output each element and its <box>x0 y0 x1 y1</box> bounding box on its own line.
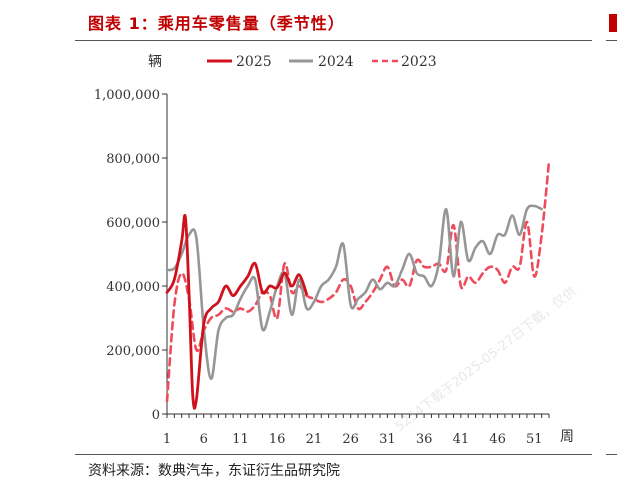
x-tick-label: 41 <box>453 432 470 447</box>
x-tick-label: 31 <box>379 432 396 447</box>
series-line-2025 <box>165 213 308 410</box>
adjacent-title-rule <box>606 40 617 41</box>
y-tick-label: 1,000,000 <box>94 88 160 103</box>
y-tick-label: 400,000 <box>106 280 160 295</box>
y-tick-label: 600,000 <box>106 216 160 231</box>
title-rule <box>75 40 592 41</box>
adjacent-figure-marker <box>609 14 617 32</box>
source-note: 资料来源：数典汽车，东证衍生品研究院 <box>88 463 340 479</box>
x-tick-label: 21 <box>306 432 323 447</box>
x-tick-label: 1 <box>163 432 171 447</box>
y-tick-label: 800,000 <box>106 152 160 167</box>
x-tick-label: 11 <box>232 432 249 447</box>
y-tick-label: 200,000 <box>106 344 160 359</box>
x-tick-label: 46 <box>489 432 506 447</box>
source-rule <box>75 454 592 455</box>
x-tick-label: 51 <box>526 432 543 447</box>
y-tick-label: 0 <box>152 408 160 423</box>
x-tick-label: 16 <box>269 432 286 447</box>
x-tick-label: 26 <box>342 432 359 447</box>
series-line-2023 <box>165 159 551 403</box>
legend-label-2025: 2025 <box>236 54 272 70</box>
legend-label-2023: 2023 <box>401 54 437 70</box>
legend-label-2024: 2024 <box>318 54 354 70</box>
legend: 2025 2024 2023 <box>207 54 437 70</box>
series-layer <box>165 159 551 410</box>
figure-title: 图表 1：乘用车零售量（季节性） <box>88 14 345 33</box>
series-line-2024 <box>165 204 543 381</box>
x-tick-label: 36 <box>416 432 433 447</box>
adjacent-source-rule <box>606 454 617 455</box>
y-unit-label: 辆 <box>148 54 162 70</box>
x-tick-label: 6 <box>200 432 208 447</box>
x-unit-label: 周 <box>560 429 574 445</box>
